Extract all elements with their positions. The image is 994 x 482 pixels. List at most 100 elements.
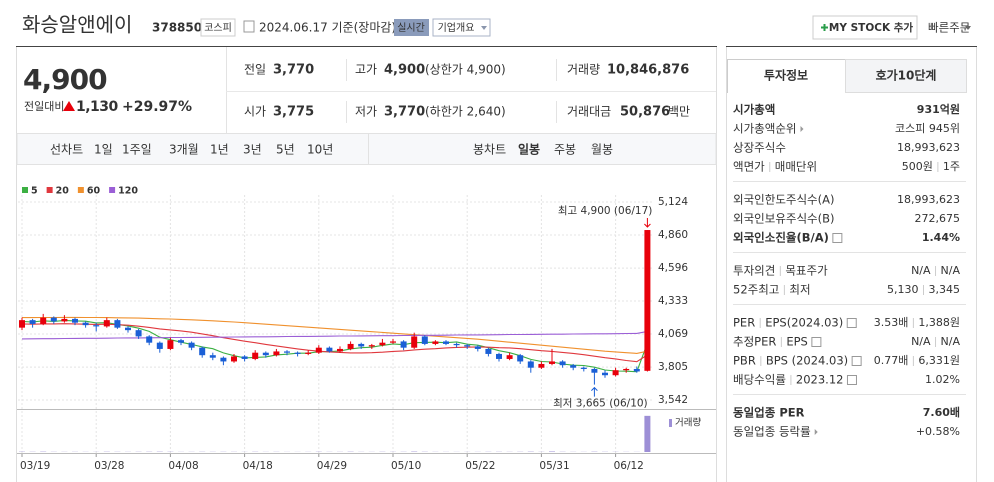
x-tick-label: 04/08: [168, 460, 198, 472]
mystock[interactable]: MY STOCK 추가: [829, 21, 914, 34]
side-tab[interactable]: 호가10단계: [876, 68, 937, 83]
dropdown-icon: [481, 26, 487, 30]
info-icon[interactable]: [851, 356, 862, 366]
y-tick-label: 4,333: [658, 295, 688, 307]
side-tab[interactable]: 투자정보: [764, 68, 808, 83]
candle-body: [527, 361, 534, 368]
calendar-icon: [243, 20, 255, 33]
candle-body: [103, 320, 110, 327]
change-label: 전일대비: [24, 99, 64, 113]
x-tick-label: 03/28: [94, 460, 124, 472]
high-annotation: 최고 4,900 (06/17): [558, 205, 653, 217]
info-value: 1주: [943, 160, 960, 173]
volume: 10,846,876: [607, 63, 689, 78]
candle-body: [19, 320, 25, 328]
candle-tab[interactable]: 월봉: [591, 143, 613, 157]
info-label: 외국인한도주식수(A): [733, 193, 834, 207]
info-label: EPS(2024.03): [765, 316, 843, 330]
period-tab[interactable]: 3년: [243, 143, 262, 157]
candle-body: [146, 336, 153, 343]
info-icon[interactable]: [846, 318, 857, 328]
volume-legend: 거래량: [675, 417, 701, 429]
candle-body: [390, 341, 396, 343]
amount-label: 거래대금: [567, 105, 611, 119]
candle-body: [496, 353, 502, 359]
high-limit: (상한가 4,900): [425, 63, 506, 77]
y-tick-label: 3,805: [658, 361, 688, 373]
info-label: PBR: [733, 354, 756, 368]
prev-label: 전일: [244, 63, 266, 77]
candle-body: [305, 352, 312, 354]
candle-body: [400, 341, 407, 348]
company-info-button[interactable]: [432, 18, 491, 37]
volume-label: 거래량: [567, 63, 600, 77]
candle-body: [443, 341, 449, 344]
candle-tab[interactable]: 주봉: [554, 143, 576, 157]
candle-body: [517, 355, 524, 362]
info-label: 2023.12: [796, 373, 844, 387]
info-value: N/A: [941, 264, 961, 277]
candle-body: [421, 336, 428, 344]
info-icon[interactable]: [832, 233, 843, 243]
candle-body: [178, 340, 184, 343]
info-icon[interactable]: [811, 337, 822, 347]
info-label: 시가총액: [733, 103, 775, 117]
info-value: 5,130: [887, 283, 919, 296]
info-label: 최저: [789, 283, 810, 297]
low-label: 저가: [355, 105, 377, 119]
legend-label: 5: [31, 186, 38, 197]
info-value: N/A: [911, 335, 931, 348]
candle-body: [114, 320, 121, 328]
candle-body: [337, 348, 343, 352]
quick-order[interactable]: 빠른주문: [928, 21, 970, 35]
candle-body: [549, 361, 555, 364]
price: 4,900: [23, 63, 107, 96]
candle-body: [284, 351, 290, 353]
realtime[interactable]: 실시간: [397, 22, 425, 34]
open-label: 시가: [244, 105, 266, 119]
info-icon[interactable]: [846, 375, 857, 385]
high: 4,900: [384, 63, 425, 78]
mystock-button[interactable]: [812, 15, 918, 40]
period-tab[interactable]: 1년: [210, 143, 229, 157]
info-value: 코스피 945위: [895, 122, 960, 135]
y-tick-label: 5,124: [658, 196, 688, 208]
amount-unit: 백만: [668, 105, 690, 119]
x-tick-label: 04/18: [243, 460, 273, 472]
legend-swatch: [46, 187, 53, 193]
info-label: 동일업종 PER: [733, 406, 805, 420]
legend-swatch: [109, 187, 116, 193]
candle-body: [580, 367, 587, 369]
period-tab[interactable]: 10년: [307, 143, 333, 157]
info-value: 272,675: [915, 212, 961, 225]
info-label: 동일업종 등락률: [733, 425, 811, 439]
candle-body: [326, 347, 333, 352]
legend-swatch: [22, 187, 28, 193]
candle-body: [411, 336, 418, 348]
company-info[interactable]: 기업개요: [438, 21, 475, 34]
candle-body: [82, 322, 89, 326]
legend-label: 20: [56, 186, 70, 197]
candle-body: [167, 340, 174, 349]
volume-bar: [644, 415, 651, 452]
high-label: 고가: [355, 63, 377, 77]
realtime-badge[interactable]: [394, 19, 429, 36]
period-tab[interactable]: 1주일: [122, 143, 152, 157]
period-tab[interactable]: 5년: [276, 143, 295, 157]
candle-tab[interactable]: 일봉: [518, 143, 540, 157]
candle-body: [156, 342, 163, 349]
period-tab[interactable]: 1일: [94, 143, 113, 157]
candle-body: [199, 347, 206, 356]
prev: 3,770: [273, 63, 314, 78]
x-tick-label: 03/19: [20, 460, 50, 472]
info-value: 1.02%: [925, 373, 960, 386]
period-tab[interactable]: 3개월: [169, 143, 199, 157]
tab[interactable]: [845, 59, 967, 93]
candle-body: [252, 352, 259, 359]
info-label: 목표주가: [785, 264, 828, 278]
y-tick-label: 4,860: [658, 229, 688, 241]
candle-body: [474, 346, 481, 349]
x-tick-label: 06/12: [614, 460, 644, 472]
candle-body: [61, 318, 68, 322]
